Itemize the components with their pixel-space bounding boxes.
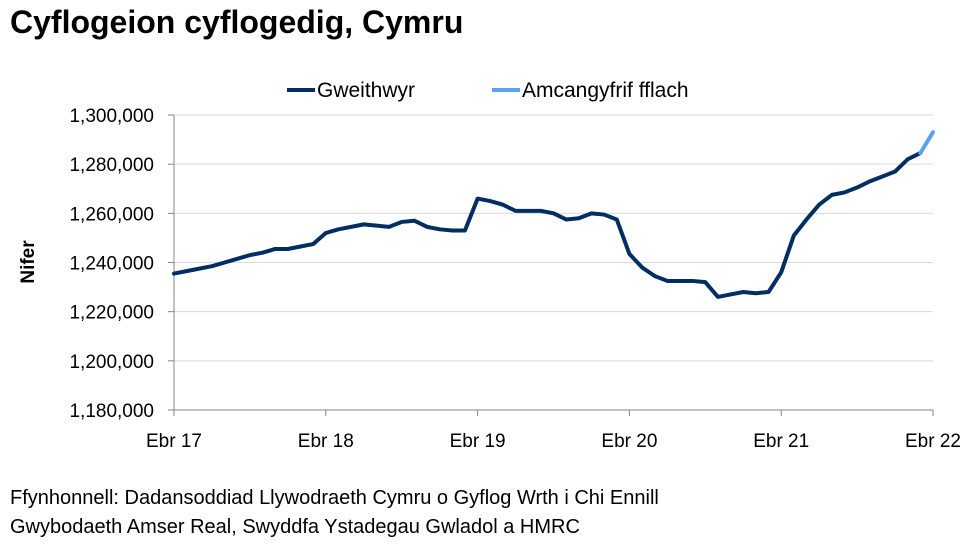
y-tick-label: 1,300,000 [69, 106, 154, 127]
legend-label: Gweithwyr [317, 79, 415, 102]
gridlines [174, 114, 933, 362]
x-tick-label: Ebr 17 [146, 431, 202, 452]
y-tick-label: 1,280,000 [69, 155, 154, 176]
x-tick-label: Ebr 18 [298, 431, 354, 452]
source-line-1: Ffynhonnell: Dadansoddiad Llywodraeth Cy… [10, 487, 659, 509]
y-tick-label: 1,180,000 [69, 401, 154, 422]
x-tick-label: Ebr 21 [753, 431, 809, 452]
x-tick-label: Ebr 22 [905, 431, 961, 452]
legend-label: Amcangyfrif fflach [522, 79, 689, 102]
x-tick-label: Ebr 19 [450, 431, 506, 452]
series-line-1 [172, 151, 923, 299]
source-line-2: Gwybodaeth Amser Real, Swyddfa Ystadegau… [10, 516, 580, 538]
y-tick-label: 1,220,000 [69, 303, 154, 324]
y-axis-ticks: 1,180,000 1,200,000 1,220,000 1,240,000 1,26… [69, 106, 174, 422]
y-tick-label: 1,240,000 [69, 254, 154, 275]
series-lines [172, 130, 935, 299]
y-tick-label: 1,200,000 [69, 352, 154, 373]
y-axis-label: Nifer [18, 240, 39, 284]
chart-title: Cyflogeion cyflogedig, Cymru [10, 4, 464, 40]
x-axis-ticks: Ebr 17 Ebr 18 Ebr 19 Ebr 20 Ebr 21 Ebr 22 [146, 410, 961, 452]
series-line-2 [918, 130, 935, 156]
source-note: Ffynhonnell: Dadansoddiad Llywodraeth Cy… [10, 484, 659, 542]
legend: Gweithwyr Amcangyfrif fflach [287, 79, 689, 102]
y-tick-label: 1,260,000 [69, 204, 154, 225]
x-tick-label: Ebr 20 [601, 431, 657, 452]
